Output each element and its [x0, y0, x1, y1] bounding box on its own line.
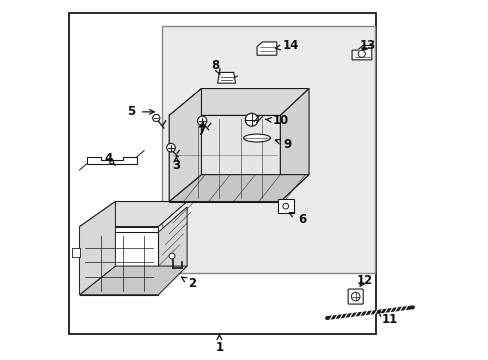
Circle shape	[351, 292, 359, 301]
FancyBboxPatch shape	[277, 199, 293, 213]
Polygon shape	[280, 89, 308, 202]
Circle shape	[282, 203, 288, 209]
Polygon shape	[169, 175, 308, 202]
Circle shape	[169, 253, 175, 259]
Circle shape	[244, 113, 258, 126]
FancyBboxPatch shape	[347, 289, 363, 304]
Polygon shape	[86, 157, 137, 164]
Text: 9: 9	[275, 138, 291, 150]
Text: 7: 7	[197, 122, 205, 138]
Polygon shape	[169, 116, 280, 202]
Bar	[69, 13, 375, 334]
Polygon shape	[80, 202, 115, 295]
Text: 2: 2	[181, 277, 196, 291]
Text: 14: 14	[275, 39, 299, 52]
Polygon shape	[72, 248, 80, 257]
Text: 6: 6	[289, 212, 305, 226]
Text: 12: 12	[356, 274, 372, 287]
Polygon shape	[351, 45, 371, 60]
Polygon shape	[217, 72, 235, 83]
Text: 13: 13	[359, 39, 376, 52]
Polygon shape	[169, 89, 201, 202]
Text: 4: 4	[104, 152, 115, 165]
Polygon shape	[80, 232, 158, 295]
Circle shape	[152, 114, 160, 122]
Polygon shape	[80, 202, 187, 226]
Polygon shape	[80, 226, 158, 232]
Polygon shape	[80, 266, 187, 295]
Circle shape	[197, 116, 206, 126]
Polygon shape	[169, 89, 308, 116]
Text: 10: 10	[265, 114, 288, 127]
Ellipse shape	[243, 134, 270, 142]
Text: 11: 11	[377, 312, 397, 327]
Bar	[162, 26, 375, 273]
Polygon shape	[158, 207, 187, 291]
Text: 5: 5	[127, 105, 154, 118]
Text: 1: 1	[215, 334, 223, 354]
Polygon shape	[257, 42, 276, 55]
Circle shape	[357, 50, 365, 57]
Circle shape	[166, 143, 175, 152]
Text: 3: 3	[172, 156, 180, 172]
Text: 8: 8	[211, 59, 220, 75]
